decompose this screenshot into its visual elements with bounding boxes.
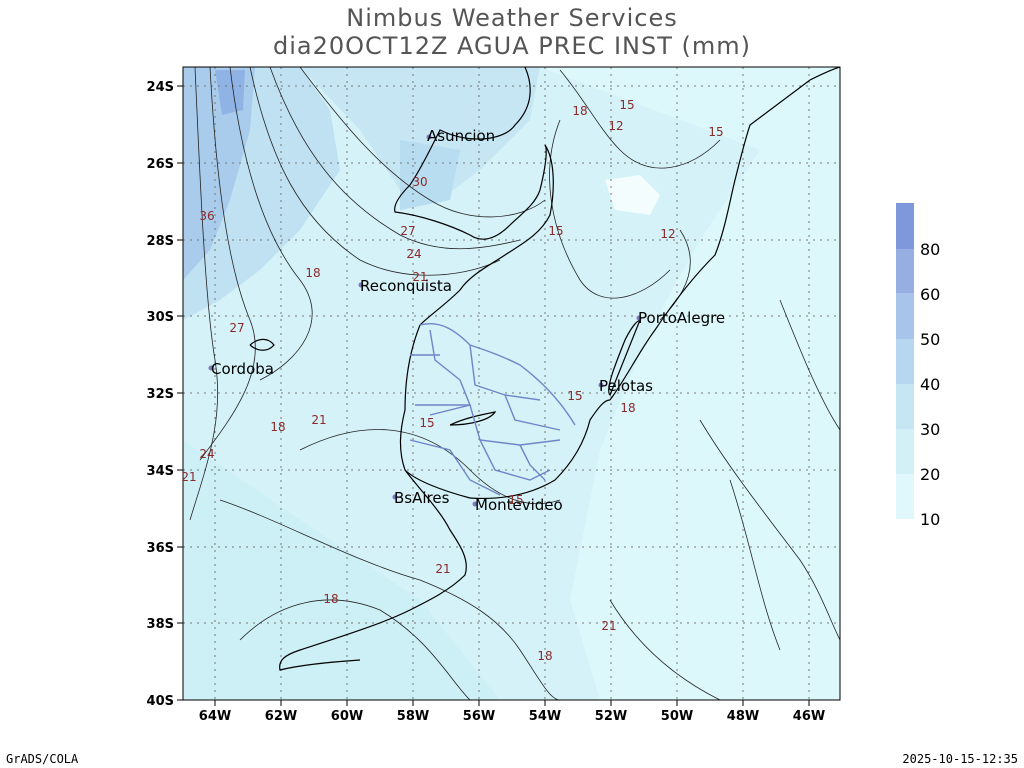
colorbar-label: 30 bbox=[920, 420, 940, 439]
city-dot-montevideo bbox=[472, 501, 478, 507]
city-markers: Asuncion Reconquista Cordoba PortoAlegre… bbox=[208, 127, 725, 514]
colorbar-swatch bbox=[896, 293, 914, 339]
latitude-axis: 24S 26S 28S 30S 32S 34S 36S 38S 40S bbox=[147, 80, 183, 709]
contour-label: 15 bbox=[548, 224, 563, 238]
contour-label: 15 bbox=[708, 125, 723, 139]
footer-timestamp: 2025-10-15-12:35 bbox=[902, 752, 1018, 766]
city-label-bsaires: BsAires bbox=[394, 489, 450, 507]
shade-region-southwest bbox=[183, 440, 500, 700]
city-label-montevideo: Montevideo bbox=[475, 496, 563, 514]
city-dot-reconquista bbox=[358, 282, 364, 288]
footer-software: GrADS/COLA bbox=[6, 752, 79, 766]
colorbar-swatch bbox=[896, 474, 914, 519]
city-dot-asuncion bbox=[426, 134, 432, 140]
colorbar-swatch bbox=[896, 339, 914, 384]
contour-label: 18 bbox=[305, 266, 320, 280]
city-label-pelotas: Pelotas bbox=[599, 377, 653, 395]
shade-region-min bbox=[605, 175, 660, 215]
title-line-1: Nimbus Weather Services bbox=[346, 4, 677, 32]
colorbar-swatch bbox=[896, 384, 914, 429]
contour-label: 36 bbox=[199, 209, 214, 223]
lat-label-28s: 28S bbox=[147, 234, 174, 249]
contour-label: 21 bbox=[311, 413, 326, 427]
lat-label-34s: 34S bbox=[147, 464, 174, 479]
contour-value-labels: 18 15 12 15 30 36 27 24 15 12 18 21 27 1… bbox=[181, 98, 723, 663]
lon-label-48w: 48W bbox=[727, 709, 759, 724]
city-label-reconquista: Reconquista bbox=[360, 277, 452, 295]
contour-label: 18 bbox=[323, 592, 338, 606]
contour-label: 21 bbox=[601, 619, 616, 633]
lon-label-58w: 58W bbox=[397, 709, 429, 724]
lat-label-36s: 36S bbox=[147, 541, 174, 556]
colorbar-label: 10 bbox=[920, 510, 940, 529]
city-dot-cordoba bbox=[208, 365, 214, 371]
lat-label-40s: 40S bbox=[147, 694, 174, 709]
lat-label-38s: 38S bbox=[147, 617, 174, 632]
lat-label-30s: 30S bbox=[147, 310, 174, 325]
colorbar-label: 80 bbox=[920, 240, 940, 259]
contour-label: 18 bbox=[572, 104, 587, 118]
contour-label: 27 bbox=[229, 321, 244, 335]
title-line-2: dia20OCT12Z AGUA PREC INST (mm) bbox=[273, 32, 751, 60]
contour-label: 15 bbox=[508, 493, 523, 507]
colorbar-swatch bbox=[896, 249, 914, 293]
lon-label-62w: 62W bbox=[265, 709, 297, 724]
lon-label-60w: 60W bbox=[331, 709, 363, 724]
contour-label: 18 bbox=[270, 420, 285, 434]
colorbar-label: 20 bbox=[920, 465, 940, 484]
contour-label: 27 bbox=[400, 224, 415, 238]
colorbar-label: 40 bbox=[920, 375, 940, 394]
contour-label: 18 bbox=[620, 401, 635, 415]
contour-label: 15 bbox=[619, 98, 634, 112]
colorbar-label: 60 bbox=[920, 285, 940, 304]
contour-label: 30 bbox=[412, 175, 427, 189]
city-label-cordoba: Cordoba bbox=[211, 360, 274, 378]
map-panel bbox=[183, 67, 840, 700]
contour-label: 24 bbox=[406, 247, 421, 261]
lon-label-64w: 64W bbox=[199, 709, 231, 724]
lon-label-54w: 54W bbox=[529, 709, 561, 724]
city-dot-portoalegre bbox=[636, 315, 642, 321]
city-dot-pelotas bbox=[598, 382, 604, 388]
city-label-portoalegre: PortoAlegre bbox=[638, 309, 725, 327]
lat-label-24s: 24S bbox=[147, 80, 174, 95]
contour-label: 15 bbox=[567, 389, 582, 403]
contour-label: 24 bbox=[199, 447, 214, 461]
colorbar-swatch bbox=[896, 429, 914, 474]
lon-label-46w: 46W bbox=[793, 709, 825, 724]
shade-region-north bbox=[300, 67, 540, 200]
contour-label: 21 bbox=[435, 562, 450, 576]
lat-label-32s: 32S bbox=[147, 387, 174, 402]
shade-region-east bbox=[540, 67, 840, 700]
contour-lines bbox=[189, 67, 840, 700]
grid-lines bbox=[183, 67, 840, 700]
contour-label: 12 bbox=[660, 227, 675, 241]
shade-region-max bbox=[215, 70, 245, 115]
city-dot-bsaires bbox=[392, 494, 398, 500]
contour-label: 21 bbox=[412, 270, 427, 284]
lon-label-56w: 56W bbox=[463, 709, 495, 724]
colorbar-swatch bbox=[896, 203, 914, 249]
lon-label-52w: 52W bbox=[595, 709, 627, 724]
contour-label: 21 bbox=[181, 470, 196, 484]
city-label-asuncion: Asuncion bbox=[427, 127, 495, 145]
contour-label: 15 bbox=[419, 416, 434, 430]
lon-label-50w: 50W bbox=[661, 709, 693, 724]
colorbar: 80 60 50 40 30 20 10 bbox=[896, 203, 940, 529]
map-frame bbox=[182, 66, 841, 701]
shade-region-paraguay bbox=[400, 140, 460, 210]
lat-label-26s: 26S bbox=[147, 157, 174, 172]
contour-label: 12 bbox=[608, 119, 623, 133]
colorbar-label: 50 bbox=[920, 330, 940, 349]
uruguay-departments bbox=[409, 323, 576, 496]
longitude-axis: 64W 62W 60W 58W 56W 54W 52W 50W 48W 46W bbox=[199, 700, 825, 724]
contour-label: 18 bbox=[537, 649, 552, 663]
coastlines-borders bbox=[249, 67, 840, 671]
shade-region-northwest bbox=[183, 67, 255, 280]
